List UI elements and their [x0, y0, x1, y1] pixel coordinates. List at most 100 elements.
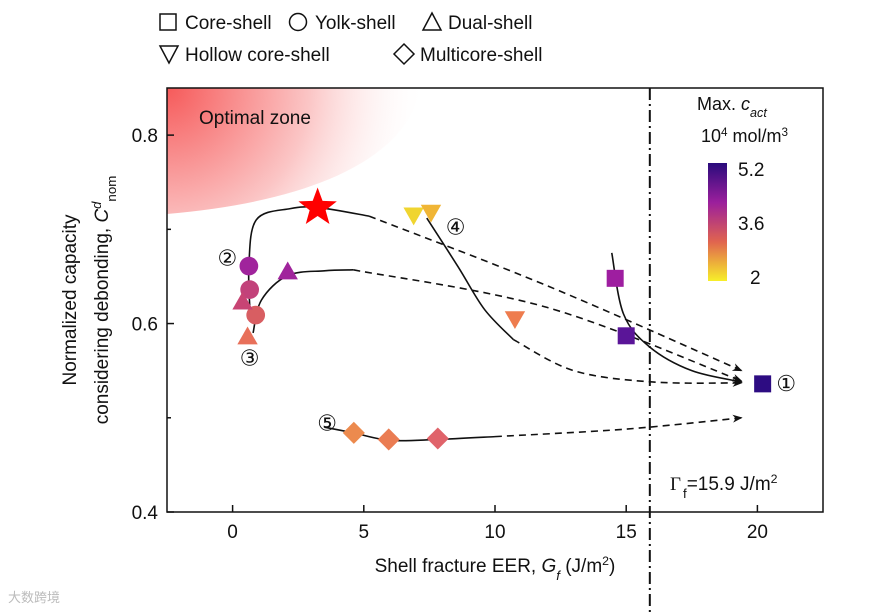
colorbar-units-part: 10 [701, 126, 721, 146]
threshold-label-part: f [683, 486, 687, 501]
legend-label: Dual-shell [448, 13, 532, 34]
star-data-point [298, 187, 337, 224]
y-axis-label-line2: considering debonding, Cdnom [89, 176, 119, 425]
x-tick-label: 20 [747, 522, 768, 543]
x-axis-label-part: f [556, 568, 561, 583]
y-tick-label: 0.6 [132, 315, 158, 336]
circle-data-point [240, 280, 260, 299]
dashed-trend-curve [368, 215, 743, 372]
colorbar-tick-label-part: 5.2 [738, 160, 764, 181]
y-axis-label-line2-part: C [92, 209, 113, 223]
circle-data-point [239, 256, 259, 276]
optimal-zone [167, 88, 420, 214]
triangle-data-point [277, 261, 298, 280]
colorbar [708, 163, 727, 281]
curve-number-label: ① [776, 371, 796, 396]
y-tick-label: 0.4 [132, 503, 159, 524]
dashed-trend-curve [353, 269, 743, 382]
legend-label: Core-shell [185, 13, 272, 34]
colorbar-title: Max. cact [697, 94, 767, 120]
colorbar-units-part: 3 [782, 126, 789, 139]
y-tick-label-part: 0.4 [132, 503, 159, 524]
curve-number-label-part: ⑤ [317, 410, 337, 435]
triangle-data-point [237, 326, 258, 345]
threshold-label-part: =15.9 J/m [687, 474, 771, 495]
x-tick-label: 15 [616, 522, 637, 543]
square-data-point [606, 269, 624, 287]
y-tick-label: 0.8 [132, 126, 158, 147]
square-data-point [754, 375, 772, 393]
colorbar-tick-label-part: 3.6 [738, 214, 764, 235]
x-tick-label: 5 [359, 522, 370, 543]
legend-diamond-icon [392, 42, 416, 66]
colorbar-units-part: 4 [721, 126, 728, 139]
threshold-symbol-part: Γ [670, 474, 681, 495]
legend-label: Hollow core-shell [185, 45, 330, 66]
x-axis-label-part: Shell fracture EER, [375, 556, 542, 577]
x-tick-label-part: 0 [227, 522, 238, 543]
dashed-trend-curve [494, 414, 743, 438]
diamond-data-point [342, 421, 365, 444]
colorbar-tick-label: 2 [750, 268, 761, 289]
triangle-down-data-point [420, 204, 442, 223]
y-axis-label-line2-part: considering debonding, [92, 223, 113, 425]
legend-label: Multicore-shell [420, 45, 542, 66]
solid-trend-curve [247, 206, 370, 319]
x-axis-label-part: (J/m [560, 556, 602, 577]
x-tick-label-part: 5 [359, 522, 370, 543]
x-tick-label: 10 [484, 522, 505, 543]
colorbar-units-part: mol/m [728, 126, 782, 146]
x-axis-label-part: ) [609, 556, 615, 577]
colorbar-title-part: Max. [697, 94, 741, 114]
diamond-data-point [426, 427, 449, 450]
curve-number-label: ⑤ [317, 410, 337, 435]
watermark: 大数跨境 [8, 590, 61, 605]
curve-number-label-part: ① [776, 371, 796, 396]
square-data-point [617, 327, 635, 345]
curve-number-label: ③ [240, 345, 260, 370]
optimal-zone-label: Optimal zone [199, 108, 311, 129]
legend-label-part: Multicore-shell [420, 45, 542, 66]
y-axis-label-line1: Normalized capacity [60, 214, 81, 386]
threshold-label-part: 2 [771, 472, 778, 486]
curve-number-label: ④ [446, 214, 466, 239]
legend-triangle-down-icon [158, 45, 180, 65]
optimal-zone-label-part: Optimal zone [199, 108, 311, 129]
threshold-symbol: Γ [670, 474, 681, 495]
legend-label-part: Yolk-shell [315, 13, 396, 34]
triangle-data-point [232, 291, 253, 310]
colorbar-units: 104 mol/m3 [701, 126, 788, 147]
triangle-down-data-point [504, 311, 526, 330]
legend-label-part: Core-shell [185, 13, 272, 34]
x-tick-label-part: 10 [484, 522, 505, 543]
colorbar-title-part: c [741, 94, 750, 114]
y-axis-label-line2-part: nom [104, 176, 119, 202]
diamond-data-point [377, 428, 400, 451]
triangle-down-data-point [403, 207, 424, 226]
curve-number-label-part: ③ [240, 345, 260, 370]
legend-circle-icon [288, 12, 308, 32]
curve-number-label-part: ② [217, 246, 237, 271]
x-tick-label: 0 [227, 522, 238, 543]
colorbar-tick-label-part: 2 [750, 268, 761, 289]
solid-trend-curve [426, 217, 514, 341]
circle-data-point [246, 305, 266, 325]
solid-trend-curve [252, 269, 354, 334]
curve-number-label-part: ④ [446, 214, 466, 239]
dashed-trend-curve [513, 338, 743, 387]
x-tick-label-part: 20 [747, 522, 768, 543]
x-axis-label: Shell fracture EER, Gf (J/m2) [375, 554, 616, 583]
legend-square-icon [159, 13, 177, 31]
y-axis-label-line1-part: Normalized capacity [60, 214, 81, 386]
legend-triangle-icon [421, 11, 443, 31]
solid-trend-curve [610, 252, 743, 384]
x-tick-label-part: 15 [616, 522, 637, 543]
legend-label-part: Dual-shell [448, 13, 532, 34]
threshold-label: f=15.9 J/m2 [683, 472, 778, 501]
x-axis-label-part: 2 [602, 554, 609, 568]
y-axis-label-line2-part: d [89, 201, 104, 209]
colorbar-tick-label: 5.2 [738, 160, 764, 181]
colorbar-tick-label: 3.6 [738, 214, 764, 235]
